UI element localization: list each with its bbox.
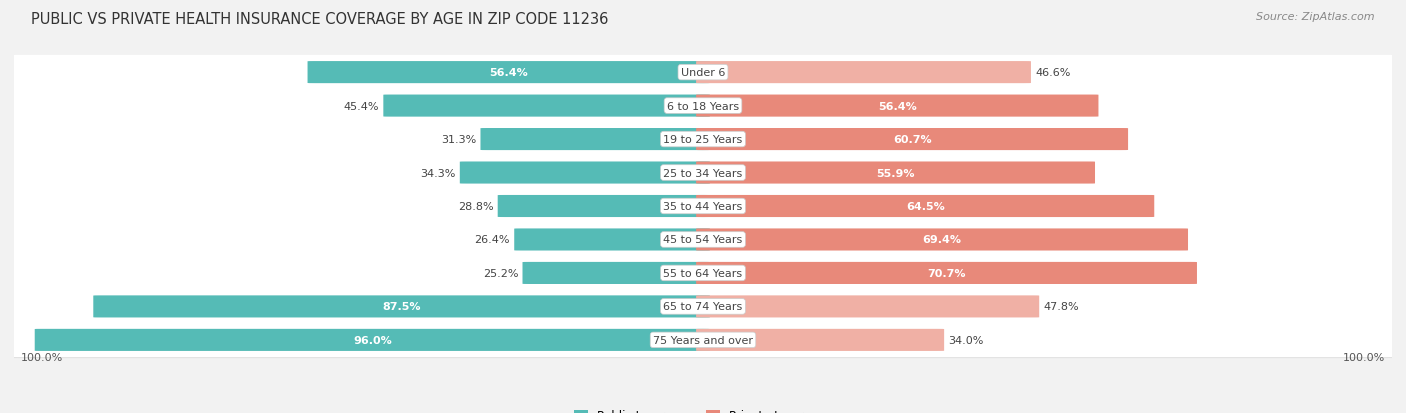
FancyBboxPatch shape <box>7 156 1399 190</box>
FancyBboxPatch shape <box>93 296 710 318</box>
Text: 55.9%: 55.9% <box>876 168 915 178</box>
FancyBboxPatch shape <box>515 229 710 251</box>
Text: 64.5%: 64.5% <box>905 202 945 211</box>
FancyBboxPatch shape <box>696 95 1098 117</box>
Text: 100.0%: 100.0% <box>21 352 63 362</box>
Text: 65 to 74 Years: 65 to 74 Years <box>664 301 742 312</box>
FancyBboxPatch shape <box>481 129 710 151</box>
FancyBboxPatch shape <box>696 329 945 351</box>
Legend: Public Insurance, Private Insurance: Public Insurance, Private Insurance <box>569 404 837 413</box>
FancyBboxPatch shape <box>696 262 1197 284</box>
FancyBboxPatch shape <box>308 62 710 84</box>
Text: 56.4%: 56.4% <box>877 101 917 112</box>
FancyBboxPatch shape <box>696 162 1095 184</box>
Text: 45.4%: 45.4% <box>343 101 380 112</box>
FancyBboxPatch shape <box>384 95 710 117</box>
FancyBboxPatch shape <box>7 323 1399 357</box>
Text: 25 to 34 Years: 25 to 34 Years <box>664 168 742 178</box>
FancyBboxPatch shape <box>7 89 1399 123</box>
Text: 96.0%: 96.0% <box>353 335 392 345</box>
FancyBboxPatch shape <box>523 262 710 284</box>
Text: 70.7%: 70.7% <box>928 268 966 278</box>
Text: 87.5%: 87.5% <box>382 301 420 312</box>
Text: 47.8%: 47.8% <box>1043 301 1078 312</box>
FancyBboxPatch shape <box>7 290 1399 325</box>
Text: 28.8%: 28.8% <box>458 202 494 211</box>
FancyBboxPatch shape <box>7 56 1399 90</box>
Text: 56.4%: 56.4% <box>489 68 529 78</box>
FancyBboxPatch shape <box>7 324 1399 358</box>
FancyBboxPatch shape <box>35 329 710 351</box>
FancyBboxPatch shape <box>696 229 1188 251</box>
FancyBboxPatch shape <box>696 195 1154 218</box>
Text: 6 to 18 Years: 6 to 18 Years <box>666 101 740 112</box>
Text: 69.4%: 69.4% <box>922 235 962 245</box>
Text: 75 Years and over: 75 Years and over <box>652 335 754 345</box>
Text: 60.7%: 60.7% <box>893 135 931 145</box>
FancyBboxPatch shape <box>7 256 1399 290</box>
FancyBboxPatch shape <box>460 162 710 184</box>
FancyBboxPatch shape <box>696 296 1039 318</box>
Text: Source: ZipAtlas.com: Source: ZipAtlas.com <box>1257 12 1375 22</box>
Text: 34.0%: 34.0% <box>948 335 984 345</box>
Text: 26.4%: 26.4% <box>475 235 510 245</box>
FancyBboxPatch shape <box>7 257 1399 292</box>
Text: 25.2%: 25.2% <box>482 268 519 278</box>
Text: 55 to 64 Years: 55 to 64 Years <box>664 268 742 278</box>
FancyBboxPatch shape <box>696 129 1128 151</box>
Text: 34.3%: 34.3% <box>420 168 456 178</box>
FancyBboxPatch shape <box>7 189 1399 224</box>
Text: Under 6: Under 6 <box>681 68 725 78</box>
FancyBboxPatch shape <box>7 57 1399 91</box>
Text: 35 to 44 Years: 35 to 44 Years <box>664 202 742 211</box>
Text: PUBLIC VS PRIVATE HEALTH INSURANCE COVERAGE BY AGE IN ZIP CODE 11236: PUBLIC VS PRIVATE HEALTH INSURANCE COVER… <box>31 12 609 27</box>
FancyBboxPatch shape <box>498 195 710 218</box>
FancyBboxPatch shape <box>7 123 1399 157</box>
FancyBboxPatch shape <box>696 62 1031 84</box>
FancyBboxPatch shape <box>7 223 1399 257</box>
Text: 100.0%: 100.0% <box>1343 352 1385 362</box>
Text: 31.3%: 31.3% <box>441 135 477 145</box>
Text: 19 to 25 Years: 19 to 25 Years <box>664 135 742 145</box>
FancyBboxPatch shape <box>7 90 1399 125</box>
FancyBboxPatch shape <box>7 123 1399 158</box>
FancyBboxPatch shape <box>7 290 1399 324</box>
FancyBboxPatch shape <box>7 224 1399 258</box>
Text: 45 to 54 Years: 45 to 54 Years <box>664 235 742 245</box>
FancyBboxPatch shape <box>7 190 1399 225</box>
FancyBboxPatch shape <box>7 157 1399 191</box>
Text: 46.6%: 46.6% <box>1035 68 1070 78</box>
